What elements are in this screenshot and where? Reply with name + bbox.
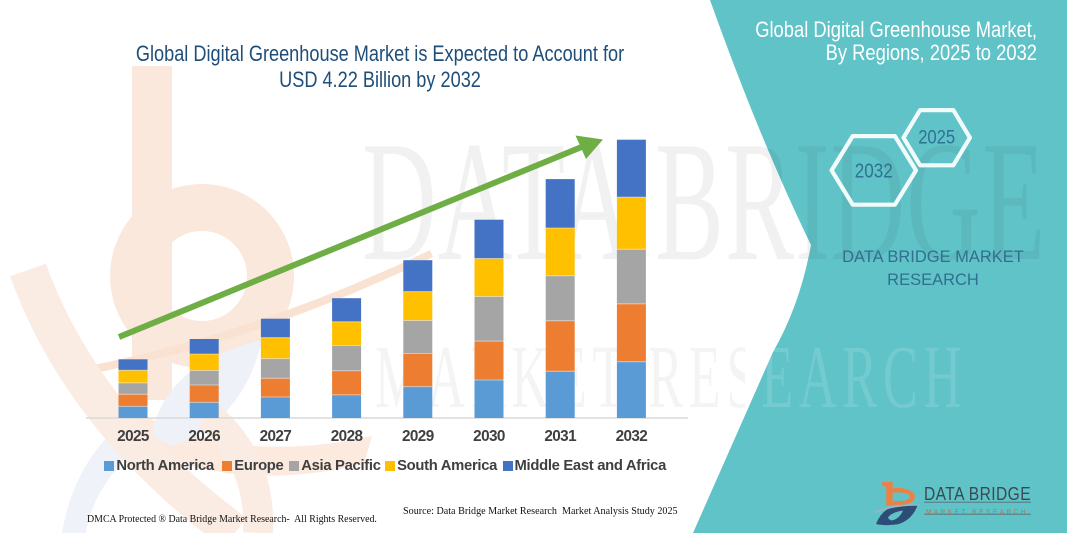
svg-text:2025: 2025 (918, 127, 955, 149)
svg-text:2032: 2032 (855, 161, 893, 183)
svg-text:MARKET RESEARCH: MARKET RESEARCH (926, 507, 1028, 516)
svg-text:DATA BRIDGE: DATA BRIDGE (924, 484, 1031, 504)
